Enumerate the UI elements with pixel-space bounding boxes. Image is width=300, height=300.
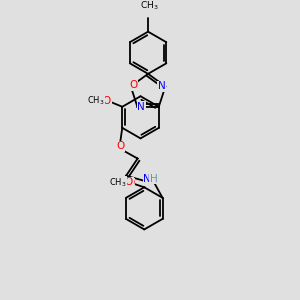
Text: O: O — [130, 80, 138, 91]
Text: O: O — [116, 141, 124, 151]
Text: O: O — [126, 178, 134, 188]
Text: H: H — [150, 174, 158, 184]
Text: N: N — [137, 102, 145, 112]
Text: CH$_3$: CH$_3$ — [87, 95, 104, 107]
Text: CH$_3$: CH$_3$ — [140, 0, 158, 13]
Text: N: N — [143, 174, 151, 184]
Text: O: O — [125, 178, 133, 188]
Text: O: O — [103, 96, 111, 106]
Text: CH$_3$: CH$_3$ — [109, 176, 126, 189]
Text: N: N — [158, 81, 165, 92]
